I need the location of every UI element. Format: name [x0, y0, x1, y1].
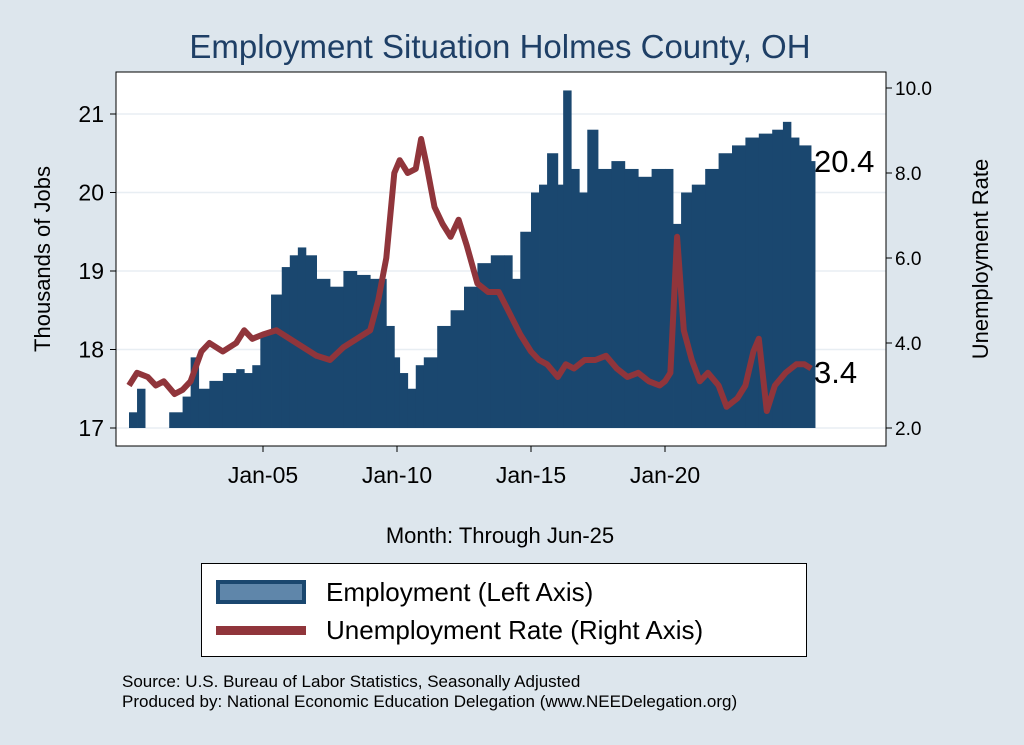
employment-bar [490, 255, 505, 428]
x-tick-label: Jan-10 [362, 462, 432, 488]
y-axis-left-label: Thousands of Jobs [30, 166, 55, 352]
employment-bar [673, 223, 682, 428]
employment-bar [370, 278, 379, 428]
unemployment-end-label: 3.4 [814, 355, 857, 390]
employment-bar [378, 278, 387, 428]
chart-title: Employment Situation Holmes County, OH [189, 28, 810, 65]
source-text: Source: U.S. Bureau of Labor Statistics,… [122, 672, 581, 691]
plot-border [115, 71, 887, 447]
source-note: Source: U.S. Bureau of Labor Statistics,… [122, 672, 737, 712]
employment-bar [598, 168, 612, 428]
employment-bar [305, 255, 317, 428]
y-left-tick-label: 18 [78, 337, 104, 363]
employment-bar [539, 184, 548, 428]
employment-bar [415, 365, 425, 428]
employment-bar [705, 168, 719, 428]
unemployment-line [126, 136, 813, 414]
legend-item-employment: Employment (Left Axis) [216, 574, 593, 610]
employment-bar [571, 168, 580, 428]
employment-bar [651, 168, 666, 428]
employment-bar [665, 168, 674, 428]
y-right-tick-label: 10.0 [895, 79, 932, 100]
employment-bar [356, 274, 371, 428]
employment-bar [477, 263, 492, 428]
employment-bar [464, 286, 478, 428]
employment-bar [394, 357, 401, 428]
employment-bar [563, 90, 572, 428]
x-tick-label: Jan-15 [496, 462, 566, 488]
employment-bar [504, 255, 513, 428]
employment-bar [182, 396, 192, 428]
employment-bar [557, 184, 564, 428]
employment-bar [531, 192, 540, 428]
employment-bar [520, 231, 532, 428]
employment-bar [811, 161, 816, 428]
employment-end-label: 20.4 [814, 144, 874, 179]
y-right-tick-label: 2.0 [895, 419, 921, 440]
y-axis-left: 17 18 19 20 21 [78, 101, 116, 441]
employment-bar [681, 192, 693, 428]
y-right-tick-label: 6.0 [895, 249, 921, 270]
employment-bars [129, 90, 816, 429]
employment-bar [137, 388, 146, 428]
legend-item-unemployment: Unemployment Rate (Right Axis) [216, 612, 703, 648]
employment-bar [624, 168, 639, 428]
employment-bar [399, 373, 409, 428]
employment-bar [547, 153, 559, 428]
employment-bar [252, 365, 261, 428]
produced-by-text: Produced by: National Economic Education… [122, 692, 738, 711]
x-axis: Jan-05 Jan-10 Jan-15 Jan-20 [228, 446, 700, 488]
employment-bar [772, 129, 784, 428]
employment-bar [222, 373, 237, 428]
x-axis-label: Month: Through Jun-25 [386, 523, 614, 548]
employment-bar [638, 176, 652, 428]
employment-bar [790, 137, 800, 429]
employment-bar [316, 278, 331, 428]
y-left-tick-label: 20 [78, 180, 104, 206]
employment-bar [209, 380, 224, 428]
employment-bar [450, 310, 465, 428]
employment-bar [244, 373, 253, 428]
y-axis-right: 2.0 4.0 6.0 8.0 10.0 [886, 79, 932, 440]
employment-bar [271, 294, 283, 428]
y-left-tick-label: 19 [78, 258, 104, 284]
employment-bar [423, 357, 438, 428]
employment-bar [236, 369, 245, 428]
employment-bar [691, 184, 706, 428]
employment-bar [260, 333, 272, 428]
employment-bar [732, 145, 746, 428]
employment-bar [386, 325, 395, 428]
legend-swatch-unemployment [216, 625, 306, 635]
y-axis-right-label: Unemployment Rate [968, 159, 993, 360]
employment-bar [190, 357, 200, 428]
employment-bar [407, 388, 417, 428]
employment-bar [611, 161, 626, 428]
chart-legend: Employment (Left Axis) Unemployment Rate… [201, 563, 807, 657]
y-right-tick-label: 8.0 [895, 164, 921, 185]
employment-bar [799, 145, 812, 428]
employment-bar [587, 129, 599, 428]
employment-bar [343, 271, 358, 428]
employment-bar [198, 388, 210, 428]
legend-swatch-employment [216, 580, 306, 604]
employment-bar [718, 153, 733, 428]
employment-bar [169, 412, 183, 428]
employment-bar [281, 267, 291, 428]
legend-label-unemployment: Unemployment Rate (Right Axis) [326, 614, 704, 645]
employment-bar [512, 278, 521, 428]
employment-bar [782, 121, 792, 428]
y-right-tick-label: 4.0 [895, 334, 921, 355]
employment-bar [745, 137, 760, 429]
employment-bar [579, 192, 588, 428]
x-tick-label: Jan-05 [228, 462, 298, 488]
employment-bar [437, 325, 451, 428]
legend-label-employment: Employment (Left Axis) [326, 576, 594, 607]
y-left-tick-label: 17 [78, 415, 104, 441]
employment-bar [297, 247, 307, 428]
y-left-tick-label: 21 [78, 101, 104, 127]
employment-bar [129, 412, 138, 428]
x-tick-label: Jan-20 [630, 462, 700, 488]
